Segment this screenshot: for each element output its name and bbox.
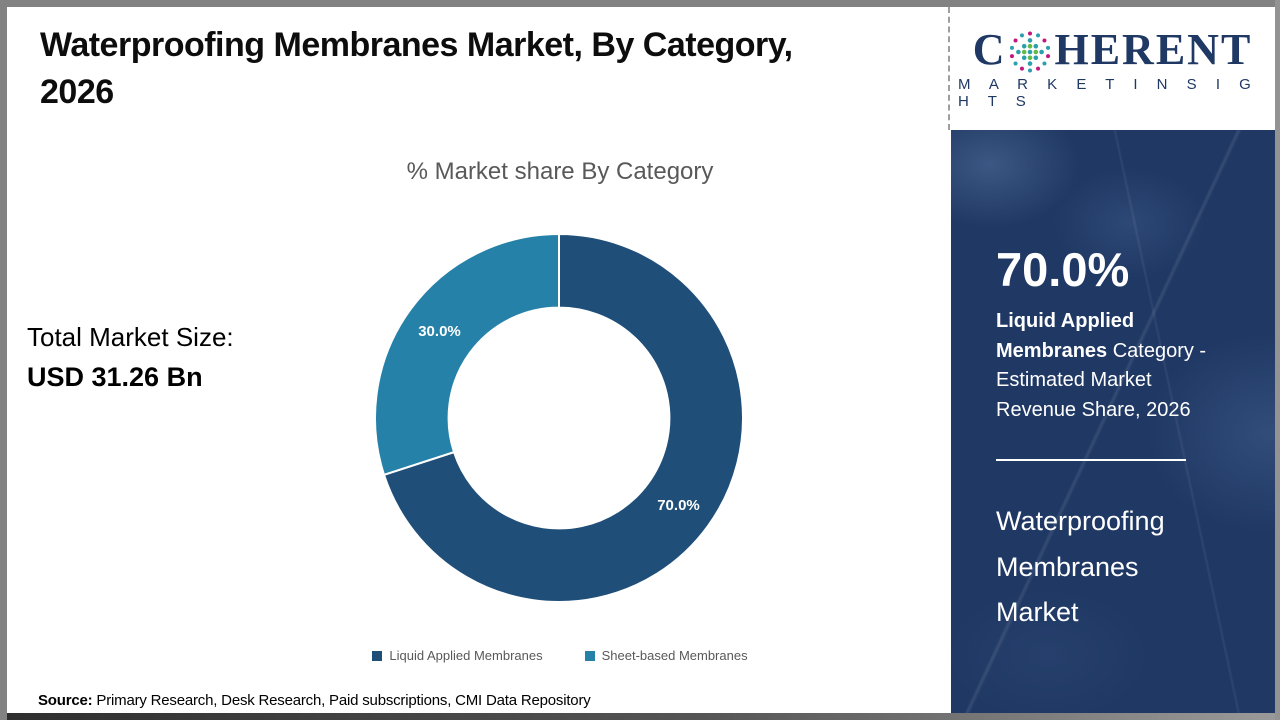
globe-dot: [1014, 61, 1019, 66]
globe-dot: [1028, 43, 1033, 48]
sidebar-stat-value: 70.0%: [996, 243, 1130, 296]
globe-dot: [1020, 32, 1025, 37]
donut-segment-0: [382, 232, 744, 603]
globe-dot: [1033, 49, 1039, 54]
globe-dot: [1039, 49, 1045, 54]
page-title-line2: 2026: [40, 73, 114, 111]
globe-dot: [1046, 45, 1051, 50]
globe-dot: [1036, 66, 1041, 71]
globe-dot: [1028, 55, 1033, 60]
frame-border-left: [0, 0, 7, 720]
globe-dot: [1010, 45, 1015, 50]
page-title: Waterproofing Membranes Market, By Categ…: [40, 22, 920, 116]
frame-border-right: [1275, 0, 1280, 720]
sidebar-divider: [996, 459, 1186, 461]
globe-dot: [1010, 53, 1015, 58]
globe-dot: [1028, 49, 1033, 54]
globe-dot: [1014, 37, 1019, 42]
legend-label-0: Liquid Applied Membranes: [389, 648, 543, 663]
logo-letter-c: C: [972, 24, 1007, 74]
brand-logo-wordmark: C HERENT: [972, 24, 1253, 74]
legend-item-0: Liquid Applied Membranes: [372, 648, 543, 663]
globe-dot: [1028, 31, 1033, 35]
sidebar-stat-caption: Category - Estimated Market Revenue Shar…: [996, 339, 1207, 421]
globe-dot: [1022, 43, 1027, 48]
globe-dot: [1028, 68, 1033, 72]
legend-item-1: Sheet-based Membranes: [584, 648, 748, 663]
donut-chart: 70.0% 30.0%: [374, 232, 744, 603]
globe-dot: [1033, 55, 1039, 60]
donut-data-label-0: 70.0%: [657, 497, 700, 514]
frame-border-top: [0, 0, 1280, 7]
total-market-size-label: Total Market Size:: [27, 322, 234, 352]
globe-dot: [1022, 49, 1027, 54]
legend-label-1: Sheet-based Membranes: [601, 648, 748, 663]
brand-logo: C HERENT M A R K E T I N S I G H T S: [948, 7, 1275, 130]
globe-dot: [1020, 66, 1025, 71]
chart-title: % Market share By Category: [406, 158, 714, 185]
donut-segment-1: [374, 232, 560, 477]
globe-dot: [1028, 60, 1033, 66]
legend-swatch-0: [372, 650, 383, 661]
globe-dot: [1033, 43, 1039, 48]
legend-swatch-1: [584, 650, 595, 661]
globe-dot: [1042, 37, 1047, 42]
total-market-size: Total Market Size: USD 31.26 Bn: [27, 317, 234, 397]
globe-dot: [1022, 55, 1027, 60]
chart-legend: Liquid Applied Membranes Sheet-based Memb…: [339, 648, 781, 663]
source-text: Primary Research, Desk Research, Paid su…: [92, 692, 591, 709]
logo-letters-rest: HERENT: [1054, 24, 1253, 74]
sidebar-stat-description: Liquid Applied Membranes Category - Esti…: [996, 307, 1216, 425]
page-title-line1: Waterproofing Membranes Market, By Categ…: [40, 26, 793, 64]
globe-dot: [1046, 53, 1051, 58]
sidebar-market-name: Waterproofing Membranes Market: [996, 506, 1165, 627]
source-label: Source:: [38, 692, 93, 709]
globe-dot: [1042, 61, 1047, 66]
total-market-size-value: USD 31.26 Bn: [27, 362, 203, 392]
frame-border-bottom: [0, 713, 1280, 720]
source-line: Source: Primary Research, Desk Research,…: [38, 692, 591, 709]
highlight-sidebar: 70.0% Liquid Applied Membranes Category …: [951, 130, 1275, 713]
globe-dot: [1028, 37, 1033, 43]
brand-logo-subtitle: M A R K E T I N S I G H T S: [958, 75, 1259, 110]
globe-dot: [1016, 49, 1022, 54]
globe-dots-icon: [1010, 31, 1051, 72]
donut-data-label-1: 30.0%: [418, 323, 461, 340]
sidebar-stat-category: Liquid Applied Membranes: [996, 310, 1135, 362]
globe-dot: [1036, 32, 1041, 37]
